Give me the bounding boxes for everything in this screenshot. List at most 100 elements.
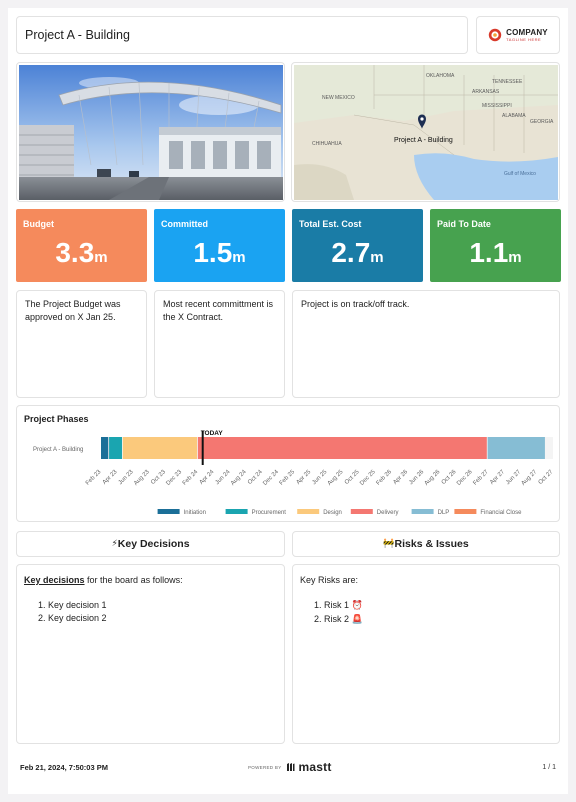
list-item: Key decision 1 [48,599,277,612]
gantt-tick-label: Dec 26 [456,469,474,487]
map-image: OKLAHOMA ARKANSAS TENNESSEE ALABAMA GEOR… [294,65,558,200]
budget-note: The Project Budget was approved on X Jan… [16,290,147,398]
legend-swatch [411,509,434,514]
project-phases-card: Project Phases Project A - Building TODAY… [16,405,560,522]
gantt-tick-label: Aug 26 [424,469,442,487]
svg-text:MISSISSIPPI: MISSISSIPPI [482,103,512,109]
kpi-value: 1.5m [193,237,246,268]
legend-swatch [297,509,320,514]
gantt-tick-label: Aug 25 [327,469,345,487]
kpi-label: Budget [23,219,54,229]
gantt-tick-label: Dec 25 [359,469,377,487]
logo-name: COMPANY [506,27,548,37]
svg-text:ALABAMA: ALABAMA [502,113,526,119]
gantt-bar-dlp [487,437,545,459]
gantt-tick-label: Feb 25 [279,469,297,487]
gantt-tick-label: Apr 27 [489,469,506,486]
project-photo [16,62,285,202]
powered-by-label: POWERED BY [248,764,282,770]
svg-text:CHIHUAHUA: CHIHUAHUA [312,141,342,147]
key-decisions-title: Key Decisions [117,538,190,550]
kpi-value: 3.3m [55,237,108,268]
legend-swatch [454,509,477,514]
gantt-tick-label: Aug 24 [230,469,248,487]
gantt-tick-label: Apr 24 [199,469,216,486]
kpi-value: 2.7m [331,237,384,268]
list-item: Risk 1 ⏰ [324,599,552,613]
today-label: TODAY [201,430,224,437]
risks-list: Risk 1 ⏰ Risk 2 🚨 [300,599,552,627]
risks-issues-title: Risks & Issues [394,538,469,550]
legend-swatch [350,509,373,514]
title-card: Project A - Building [16,16,468,54]
status-note: Project is on track/off track. [292,290,560,398]
phases-title: Project Phases [24,414,89,424]
gantt-tick-label: Apr 23 [102,469,119,486]
logo-tagline: TAGLINE HERE [506,36,542,42]
gantt-bar-design [122,437,198,459]
location-map: OKLAHOMA ARKANSAS TENNESSEE ALABAMA GEOR… [291,62,560,202]
legend-label: Procurement [252,510,287,516]
gantt-bar-procurement [109,437,122,459]
gantt-tick-label: Apr 25 [296,469,313,486]
powered-by: POWERED BY mastt [248,760,332,774]
kpi-label: Committed [161,219,208,229]
construction-icon: 🚧 [383,539,395,549]
risks-body: Key Risks are: Risk 1 ⏰ Risk 2 🚨 [292,564,560,744]
page-title: Project A - Building [25,28,130,42]
report-page: Project A - Building COMPANY TAGLINE HER… [8,8,568,794]
gantt-tick-label: Dec 23 [165,469,183,487]
svg-text:TENNESSEE: TENNESSEE [492,79,523,85]
alarm-clock-icon: ⏰ [351,601,363,611]
building-photo-image [19,65,283,200]
kpi-value: 1.1m [469,237,522,268]
page-number: 1 / 1 [542,764,556,771]
committed-note: Most recent committment is the X Contrac… [154,290,285,398]
legend-label: DLP [438,510,450,516]
gantt-bar-delivery [197,437,487,459]
legend-label: Initiation [184,510,206,516]
legend-label: Design [323,510,342,516]
gantt-tick-label: Jun 24 [215,469,232,486]
legend-label: Financial Close [480,510,522,516]
key-decisions-header: ⚡ Key Decisions [16,531,285,557]
gantt-tick-label: Feb 24 [182,469,200,487]
gantt-tick-label: Aug 23 [133,469,151,487]
report-timestamp: Feb 21, 2024, 7:50:03 PM [20,763,108,772]
gantt-tick-label: Jun 27 [505,469,522,486]
gantt-tick-label: Feb 23 [85,469,103,487]
kpi-label: Paid To Date [437,219,491,229]
mastt-logo-icon [286,763,295,771]
gantt-tick-label: Jun 23 [118,469,135,486]
gantt-tick-label: Jun 26 [408,469,425,486]
gantt-tick-label: Dec 24 [262,469,280,487]
decisions-intro: Key decisions for the board as follows: [24,575,183,585]
svg-text:ARKANSAS: ARKANSAS [472,89,500,95]
legend-label: Delivery [377,510,399,516]
kpi-committed: Committed 1.5m [154,209,285,282]
decisions-list: Key decision 1 Key decision 2 [24,599,277,625]
gantt-row-label: Project A - Building [33,447,83,453]
gantt-tick-label: Oct 27 [538,469,555,486]
gantt-tick-label: Apr 26 [392,469,409,486]
kpi-label: Total Est. Cost [299,219,362,229]
siren-icon: 🚨 [351,615,363,625]
mastt-brand: mastt [298,760,332,774]
risks-issues-header: 🚧 Risks & Issues [292,531,560,557]
list-item: Key decision 2 [48,612,277,625]
svg-text:OKLAHOMA: OKLAHOMA [426,73,455,79]
kpi-total-est-cost: Total Est. Cost 2.7m [292,209,423,282]
company-logo: COMPANY TAGLINE HERE [476,16,560,54]
key-decisions-body: Key decisions for the board as follows: … [16,564,285,744]
legend-swatch [157,509,180,514]
list-item: Risk 2 🚨 [324,613,552,627]
svg-text:Gulf of Mexico: Gulf of Mexico [504,171,536,177]
svg-text:NEW MEXICO: NEW MEXICO [322,95,355,101]
svg-text:GEORGIA: GEORGIA [530,119,554,125]
gantt-bar-initiation [101,437,109,459]
kpi-budget: Budget 3.3m [16,209,147,282]
gantt-tick-label: Feb 26 [376,469,394,487]
gantt-tick-label: Jun 25 [311,469,328,486]
gantt-tick-label: Aug 27 [521,469,539,487]
